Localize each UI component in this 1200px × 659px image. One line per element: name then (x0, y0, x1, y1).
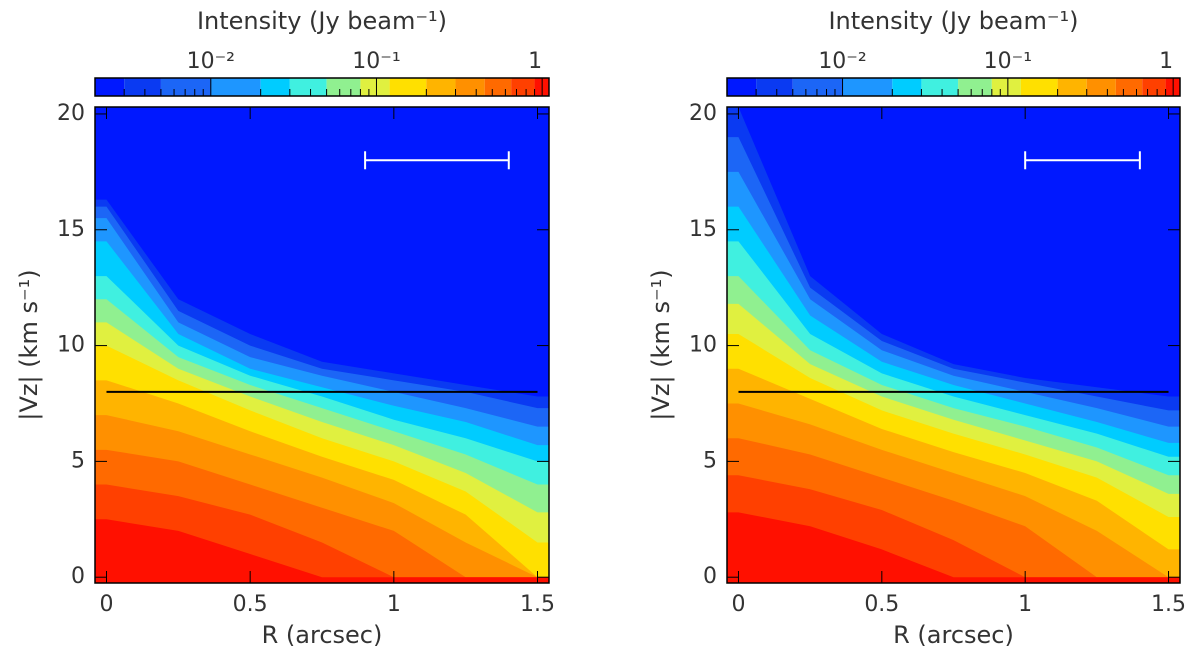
x-tick-label: 0 (99, 592, 113, 617)
colorbar-tick-label: 10⁻¹ (352, 49, 400, 74)
x-axis-label: R (arcsec) (893, 621, 1014, 649)
x-tick-label: 0 (731, 592, 745, 617)
plot-area (727, 107, 1180, 583)
colorbar-tick-label: 10⁻² (187, 49, 235, 74)
frame (94, 106, 550, 584)
y-axis-label: |Vz| (km s⁻¹) (15, 269, 43, 420)
colorbar-label: Intensity (Jy beam⁻¹) (197, 7, 447, 35)
colorbar-segment (289, 78, 327, 96)
x-tick-label: 1.5 (1151, 592, 1186, 617)
colorbar-segment (1057, 78, 1087, 96)
x-tick-label: 1 (1018, 592, 1032, 617)
colorbar-segment (892, 78, 922, 96)
colorbar-segment (260, 78, 290, 96)
colorbar-segment (792, 78, 843, 96)
colorbar-segment (921, 78, 959, 96)
colorbar-segment (958, 78, 992, 96)
colorbar-tick-label: 1 (528, 49, 542, 74)
x-tick-label: 1 (387, 592, 401, 617)
colorbar-tick-label: 1 (1159, 49, 1173, 74)
y-tick-label: 0 (703, 564, 717, 589)
colorbar-segment (124, 78, 161, 96)
y-tick-label: 15 (57, 217, 85, 242)
y-tick-label: 10 (689, 333, 717, 358)
y-tick-label: 5 (71, 448, 85, 473)
colorbar-segment (210, 78, 261, 96)
y-tick-label: 20 (57, 101, 85, 126)
colorbar-segment (756, 78, 793, 96)
colorbar-segment (1115, 78, 1143, 96)
colorbar-segment (426, 78, 456, 96)
frame (726, 106, 1181, 584)
x-tick-label: 0.5 (233, 592, 268, 617)
colorbar-segment (326, 78, 361, 96)
y-axis-label: |Vz| (km s⁻¹) (647, 269, 675, 420)
colorbar-segment (389, 78, 427, 96)
colorbar-segment (160, 78, 211, 96)
y-tick-label: 5 (703, 448, 717, 473)
colorbar-label: Intensity (Jy beam⁻¹) (828, 7, 1078, 35)
colorbar-frame (94, 77, 550, 97)
contour-band (95, 519, 549, 583)
colorbar-tick-label: 10⁻¹ (984, 49, 1032, 74)
colorbar-segment (455, 78, 485, 96)
colorbar-segment (727, 78, 757, 96)
colorbar-segment (95, 78, 125, 96)
plot-area (95, 107, 549, 583)
colorbar-segment (511, 78, 535, 96)
colorbar-tick-label: 10⁻² (818, 49, 866, 74)
colorbar-frame (726, 77, 1181, 97)
y-tick-label: 10 (57, 333, 85, 358)
y-tick-label: 0 (71, 564, 85, 589)
colorbar-segment (842, 78, 893, 96)
colorbar-segment (991, 78, 1021, 96)
colorbar-segment (1020, 78, 1058, 96)
x-axis-label: R (arcsec) (262, 621, 383, 649)
colorbar-segment (1086, 78, 1116, 96)
y-tick-label: 15 (689, 217, 717, 242)
y-tick-label: 20 (689, 101, 717, 126)
colorbar-segment (1142, 78, 1166, 96)
x-tick-label: 0.5 (864, 592, 899, 617)
colorbar-segment (484, 78, 512, 96)
contour-band (727, 512, 1180, 583)
colorbar-segment (360, 78, 390, 96)
x-tick-label: 1.5 (520, 592, 555, 617)
